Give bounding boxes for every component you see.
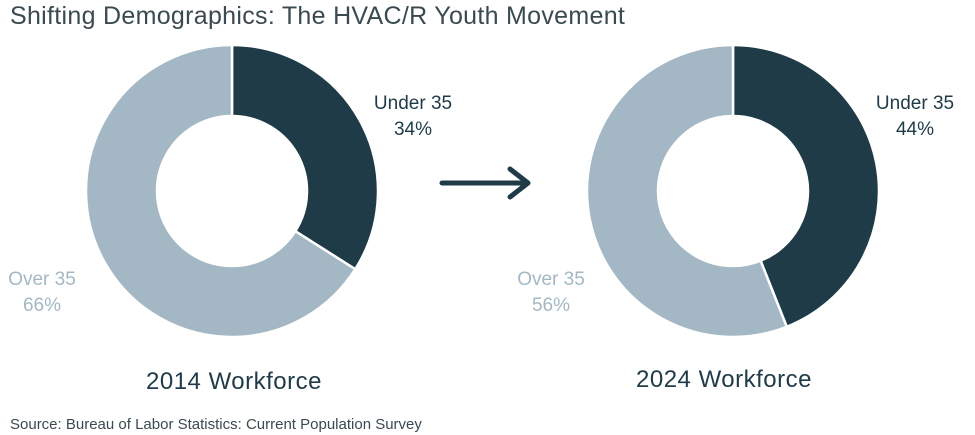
slice-name: Over 35 bbox=[517, 269, 585, 290]
slice-value: 66% bbox=[22, 295, 62, 316]
slice-label-under35-2014: Under 35 34% bbox=[374, 91, 452, 143]
slice-name: Under 35 bbox=[875, 93, 955, 114]
donut-slice-over-35 bbox=[84, 43, 357, 339]
donut-chart-2014 bbox=[84, 43, 380, 339]
arrow-right-icon bbox=[439, 166, 531, 200]
slice-label-under35-2024: Under 35 44% bbox=[876, 91, 954, 143]
slice-value: 34% bbox=[393, 119, 433, 140]
slice-label-over35-2024: Over 35 56% bbox=[517, 267, 585, 319]
page-title: Shifting Demographics: The HVAC/R Youth … bbox=[10, 2, 626, 30]
slice-value: 56% bbox=[531, 295, 571, 316]
slice-name: Under 35 bbox=[373, 93, 453, 114]
slice-name: Over 35 bbox=[8, 269, 76, 290]
donut-slice-over-35 bbox=[585, 43, 789, 339]
source-note: Source: Bureau of Labor Statistics: Curr… bbox=[10, 416, 422, 433]
donut-slice-under-35 bbox=[230, 43, 380, 271]
slice-label-over35-2014: Over 35 66% bbox=[8, 267, 76, 319]
chart-title-2014: 2014 Workforce bbox=[146, 368, 322, 395]
chart-title-2024: 2024 Workforce bbox=[636, 366, 812, 393]
slice-value: 44% bbox=[895, 119, 935, 140]
donut-chart-2024 bbox=[585, 43, 881, 339]
donut-slice-under-35 bbox=[731, 43, 881, 329]
